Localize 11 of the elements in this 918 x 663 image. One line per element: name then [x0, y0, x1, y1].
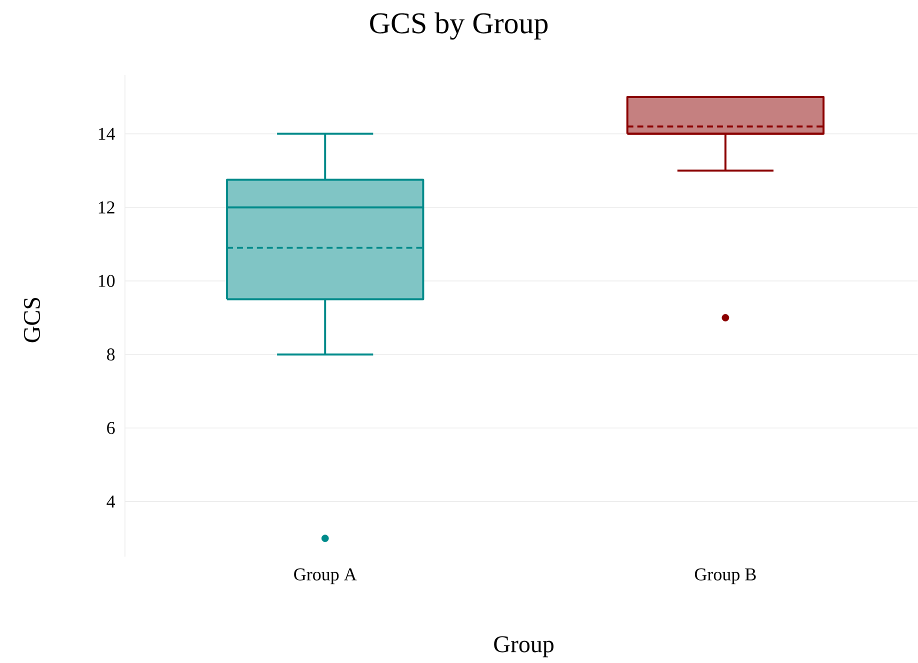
y-axis-title: GCS — [24, 298, 40, 342]
y-tick-label: 8 — [107, 348, 115, 361]
y-tick-label: 4 — [106, 496, 116, 508]
y-tick-label: 10 — [98, 274, 115, 288]
x-tick-label: Group B — [694, 568, 756, 584]
chart-title: GCS by Group — [370, 12, 548, 40]
y-tick-label: 6 — [107, 422, 115, 434]
x-tick-label: Group A — [294, 568, 357, 584]
y-tick-label: 12 — [98, 202, 114, 214]
x-axis-title: Group — [494, 636, 554, 658]
y-tick-label: 14 — [98, 128, 116, 140]
